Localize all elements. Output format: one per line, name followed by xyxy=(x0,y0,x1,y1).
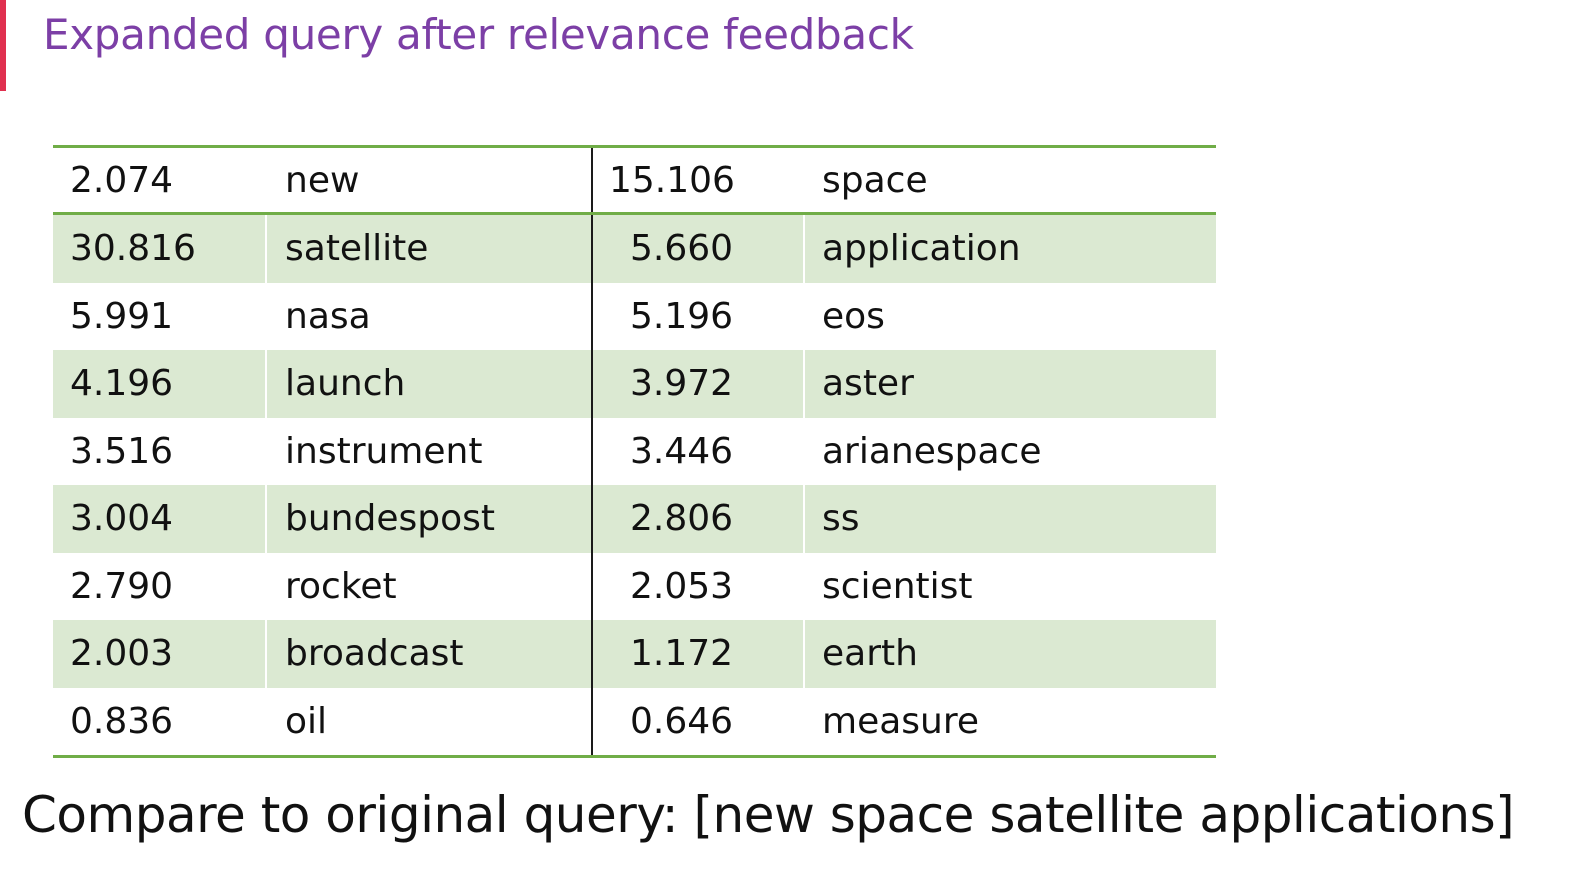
right-term-cell: scientist xyxy=(822,565,973,607)
table-top-rule xyxy=(53,145,1216,148)
left-weight-cell: 3.516 xyxy=(70,430,174,472)
right-weight-cell: 2.053 xyxy=(591,552,803,620)
left-weight-cell: 0.836 xyxy=(70,700,174,742)
left-term-cell: broadcast xyxy=(265,620,591,688)
left-term-cell: instrument xyxy=(285,430,483,472)
left-weight-cell: 4.196 xyxy=(53,350,265,418)
table-row: 3.516 instrument 3.446 arianespace xyxy=(53,417,1216,485)
table-row: 2.790 rocket 2.053 scientist xyxy=(53,552,1216,620)
header-right-weight: 15.106 xyxy=(591,148,803,212)
left-weight-cell: 5.991 xyxy=(70,295,174,337)
left-term-cell: nasa xyxy=(285,295,371,337)
right-term-cell: earth xyxy=(803,620,1216,688)
left-weight-cell: 3.004 xyxy=(53,485,265,553)
right-weight-cell: 0.646 xyxy=(591,687,803,755)
table-row: 4.196 launch 3.972 aster xyxy=(53,350,1216,418)
table-header-row: 2.074 new 15.106 space xyxy=(53,148,1216,212)
right-weight-cell: 2.806 xyxy=(591,485,803,553)
table-row: 0.836 oil 0.646 measure xyxy=(53,687,1216,755)
left-weight-cell: 30.816 xyxy=(53,215,265,283)
header-left-weight: 2.074 xyxy=(53,148,265,212)
left-term-cell: oil xyxy=(285,700,328,742)
left-term-cell: launch xyxy=(265,350,591,418)
right-term-cell: aster xyxy=(803,350,1216,418)
right-weight-cell: 3.446 xyxy=(591,417,803,485)
left-weight-cell: 2.003 xyxy=(53,620,265,688)
left-weight-cell: 2.790 xyxy=(70,565,174,607)
right-weight-cell: 1.172 xyxy=(591,620,803,688)
left-term-cell: satellite xyxy=(265,215,591,283)
right-term-cell: measure xyxy=(822,700,980,742)
right-term-cell: ss xyxy=(803,485,1216,553)
table-row: 30.816 satellite 5.660 application xyxy=(53,215,1216,283)
right-weight-cell: 5.660 xyxy=(591,215,803,283)
accent-bar xyxy=(0,0,6,91)
right-term-cell: eos xyxy=(822,295,885,337)
table-bottom-rule xyxy=(53,755,1216,758)
term-weight-table: 2.074 new 15.106 space 30.816 satellite … xyxy=(53,145,1216,758)
comparison-caption: Compare to original query: [new space sa… xyxy=(22,786,1515,844)
table-row: 3.004 bundespost 2.806 ss xyxy=(53,485,1216,553)
right-term-cell: application xyxy=(803,215,1216,283)
left-term-cell: bundespost xyxy=(265,485,591,553)
left-term-cell: rocket xyxy=(285,565,397,607)
slide-title: Expanded query after relevance feedback xyxy=(43,10,914,59)
table-header-rule xyxy=(53,212,1216,215)
table-row: 2.003 broadcast 1.172 earth xyxy=(53,620,1216,688)
header-right-term: space xyxy=(803,148,1216,212)
header-left-term: new xyxy=(265,148,591,212)
right-weight-cell: 3.972 xyxy=(591,350,803,418)
right-term-cell: arianespace xyxy=(822,430,1042,472)
right-weight-cell: 5.196 xyxy=(591,282,803,350)
table-row: 5.991 nasa 5.196 eos xyxy=(53,282,1216,350)
